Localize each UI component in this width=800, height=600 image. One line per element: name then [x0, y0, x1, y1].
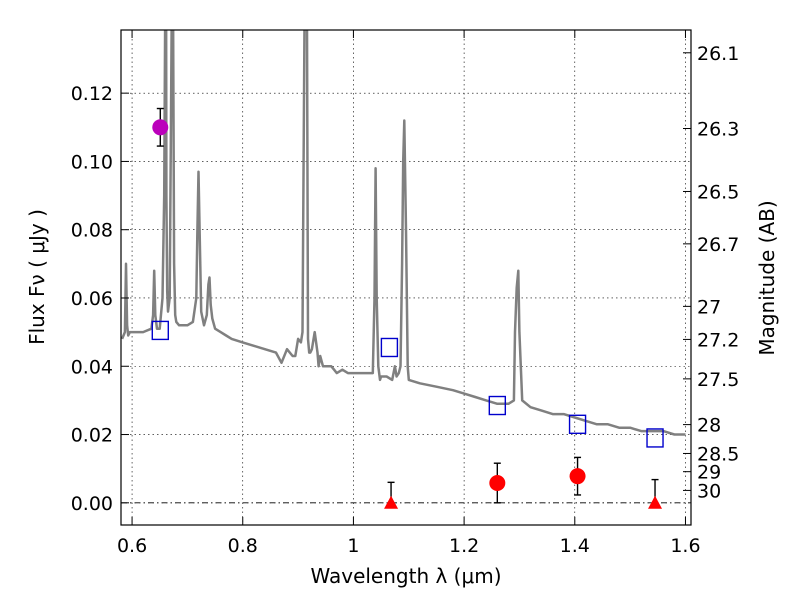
detection-circle: [569, 468, 586, 485]
x-axis-label: Wavelength λ (μm): [310, 564, 501, 588]
detection-circle: [489, 475, 506, 492]
model-flux-square: [380, 337, 399, 358]
y-tick-label: 0.10: [71, 151, 113, 173]
x-tick-label: 1.6: [670, 535, 700, 557]
y-axis-right-label: Magnitude (AB): [755, 200, 779, 355]
model-flux-square: [488, 395, 507, 416]
y-axis-left: 0.00 0.02 0.04 0.06 0.08 0.10 0.12: [71, 83, 129, 515]
y-tick-label: 0.06: [71, 288, 113, 310]
right-tick-label: 27: [697, 296, 721, 318]
x-tick-label: 1.2: [449, 535, 479, 557]
right-tick-label: 27.5: [697, 369, 739, 391]
y-tick-label: 0.12: [71, 83, 113, 105]
marker-layer: [151, 119, 664, 509]
y-tick-label: 0.08: [71, 220, 113, 242]
y-axis-label: Flux Fν ( μJy ): [25, 209, 49, 345]
y-tick-label: 0.00: [71, 493, 113, 515]
y-tick-label: 0.02: [71, 425, 113, 447]
model-flux-square: [151, 320, 169, 341]
right-tick-label: 26.7: [697, 234, 739, 256]
x-tick-label: 0.8: [228, 535, 258, 557]
y-tick-label: 0.04: [71, 356, 113, 378]
plot-frame: [120, 29, 692, 526]
detection-circle: [152, 119, 169, 136]
right-tick-label: 30: [697, 480, 721, 502]
right-tick-label: 26.5: [697, 181, 739, 203]
x-tick-label: 1: [347, 535, 359, 557]
right-tick-label: 28: [697, 415, 721, 437]
right-tick-label: 27.2: [697, 329, 739, 351]
x-axis: 0.6 0.8 1 1.2 1.4 1.6: [117, 30, 701, 557]
right-tick-label: 26.1: [697, 43, 739, 65]
spectrum-layer: [121, 30, 686, 436]
upper-limit-triangle: [648, 495, 663, 509]
spectrum-line: [121, 30, 686, 436]
upper-limit-triangle: [384, 495, 399, 509]
x-tick-label: 0.6: [117, 535, 147, 557]
right-tick-label: 29: [697, 462, 721, 484]
plot-area: [121, 30, 691, 509]
right-tick-label: 26.3: [697, 118, 739, 140]
x-tick-label: 1.4: [560, 535, 590, 557]
right-tick-label: 28.5: [697, 443, 739, 465]
model-flux-square: [646, 428, 664, 448]
model-flux-square: [568, 414, 587, 434]
